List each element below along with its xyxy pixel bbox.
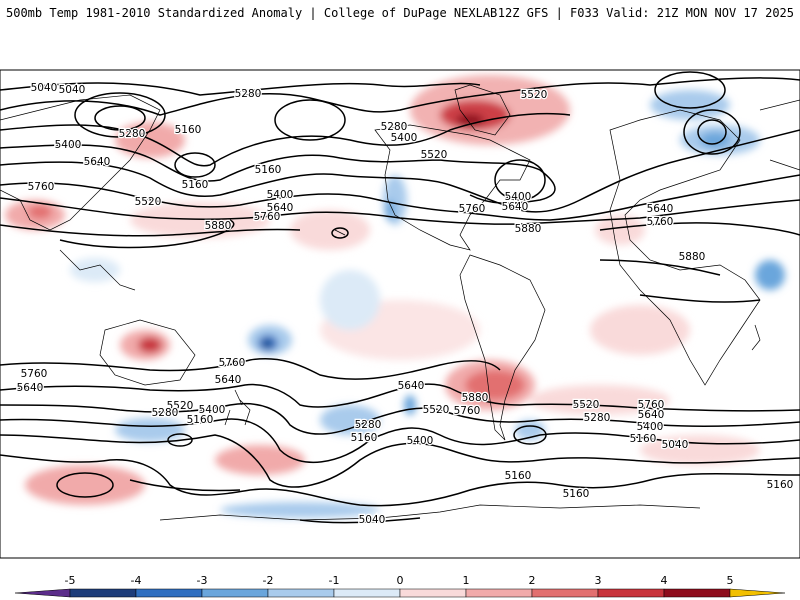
colorbar-segment [135,588,203,598]
contour-label: 5880 [462,392,489,404]
colorbar-tick-label: 1 [463,574,470,587]
contour-label: 5640 [215,374,242,386]
contour-label: 5640 [398,380,425,392]
contour-label: 5160 [767,479,794,491]
colorbar-segment [201,588,269,598]
contour-label: 5640 [638,409,665,421]
contour-label: 5160 [182,179,209,191]
colorbar-segment [267,588,335,598]
colorbar-segment [399,588,467,598]
contour-label: 5640 [17,382,44,394]
contour-label: 5520 [421,149,448,161]
colorbar-tick-label: 3 [595,574,602,587]
colorbar-tick-label: -4 [131,574,142,587]
contour-label: 5280 [355,419,382,431]
contour-label: 5280 [152,407,179,419]
contour-label: 5520 [521,89,548,101]
contour-label: 5760 [21,368,48,380]
colorbar-tick-label: -2 [263,574,274,587]
colorbar: -5 -4 -3 -2 -1 0 1 2 3 4 5 [14,574,786,598]
colorbar-min-extension [14,588,71,598]
contour-label: 5760 [219,357,246,369]
colorbar-tick-label: -3 [197,574,208,587]
contour-label: 5760 [454,405,481,417]
contour-label: 5520 [135,196,162,208]
contour-label: 5760 [647,216,674,228]
contour-label: 5400 [637,421,664,433]
contour-label: 5040 [59,84,86,96]
colorbar-tick-label: -5 [65,574,76,587]
contour-label: 5400 [267,189,294,201]
contour-label: 5400 [391,132,418,144]
contour-label: 5280 [381,121,408,133]
map-title: 500mb Temp 1981-2010 Standardized Anomal… [6,6,498,20]
contour-label: 5760 [638,399,665,411]
contour-label: 5760 [459,203,486,215]
contour-label: 5880 [515,223,542,235]
colorbar-segment [663,588,731,598]
contour-label: 5760 [28,181,55,193]
colorbar-segment [333,588,401,598]
colorbar-tick-label: 2 [529,574,536,587]
height-contours [0,71,800,524]
colorbar-segment [597,588,665,598]
contour-label: 5160 [563,488,590,500]
contour-label: 5160 [630,433,657,445]
contour-label: 5520 [423,404,450,416]
contour-label: 5400 [55,139,82,151]
colorbar-tick-label: -1 [329,574,340,587]
colorbar-segment [531,588,599,598]
contour-label: 5040 [359,514,386,526]
contour-label: 5520 [573,399,600,411]
contour-label: 5400 [199,404,226,416]
contour-label: 5400 [407,435,434,447]
colorbar-max-extension [729,588,786,598]
contour-label: 5160 [351,432,378,444]
contour-label: 5040 [31,82,58,94]
colorbar-tick-label: 4 [661,574,668,587]
model-valid-time: 12Z GFS | F033 Valid: 21Z MON NOV 17 202… [497,6,794,20]
colorbar-segment [69,588,137,598]
contour-label: 5160 [505,470,532,482]
contour-label: 5880 [205,220,232,232]
contour-label: 5520 [167,400,194,412]
contour-label: 5160 [187,414,214,426]
contour-label: 5160 [175,124,202,136]
contour-label: 5040 [662,439,689,451]
contour-label: 5880 [679,251,706,263]
contour-label: 5640 [502,201,529,213]
colorbar-tick-label: 0 [397,574,404,587]
colorbar-tick-label: 5 [727,574,734,587]
contour-label: 5760 [254,211,281,223]
colorbar-segment [465,588,533,598]
contour-label: 5280 [119,128,146,140]
anomaly-shading [5,75,785,518]
contour-label: 5280 [584,412,611,424]
contour-label: 5640 [267,202,294,214]
contour-label: 5640 [84,156,111,168]
contour-label: 5160 [255,164,282,176]
contour-label: 5640 [647,203,674,215]
contour-label: 5400 [505,191,532,203]
contour-label: 5280 [235,88,262,100]
